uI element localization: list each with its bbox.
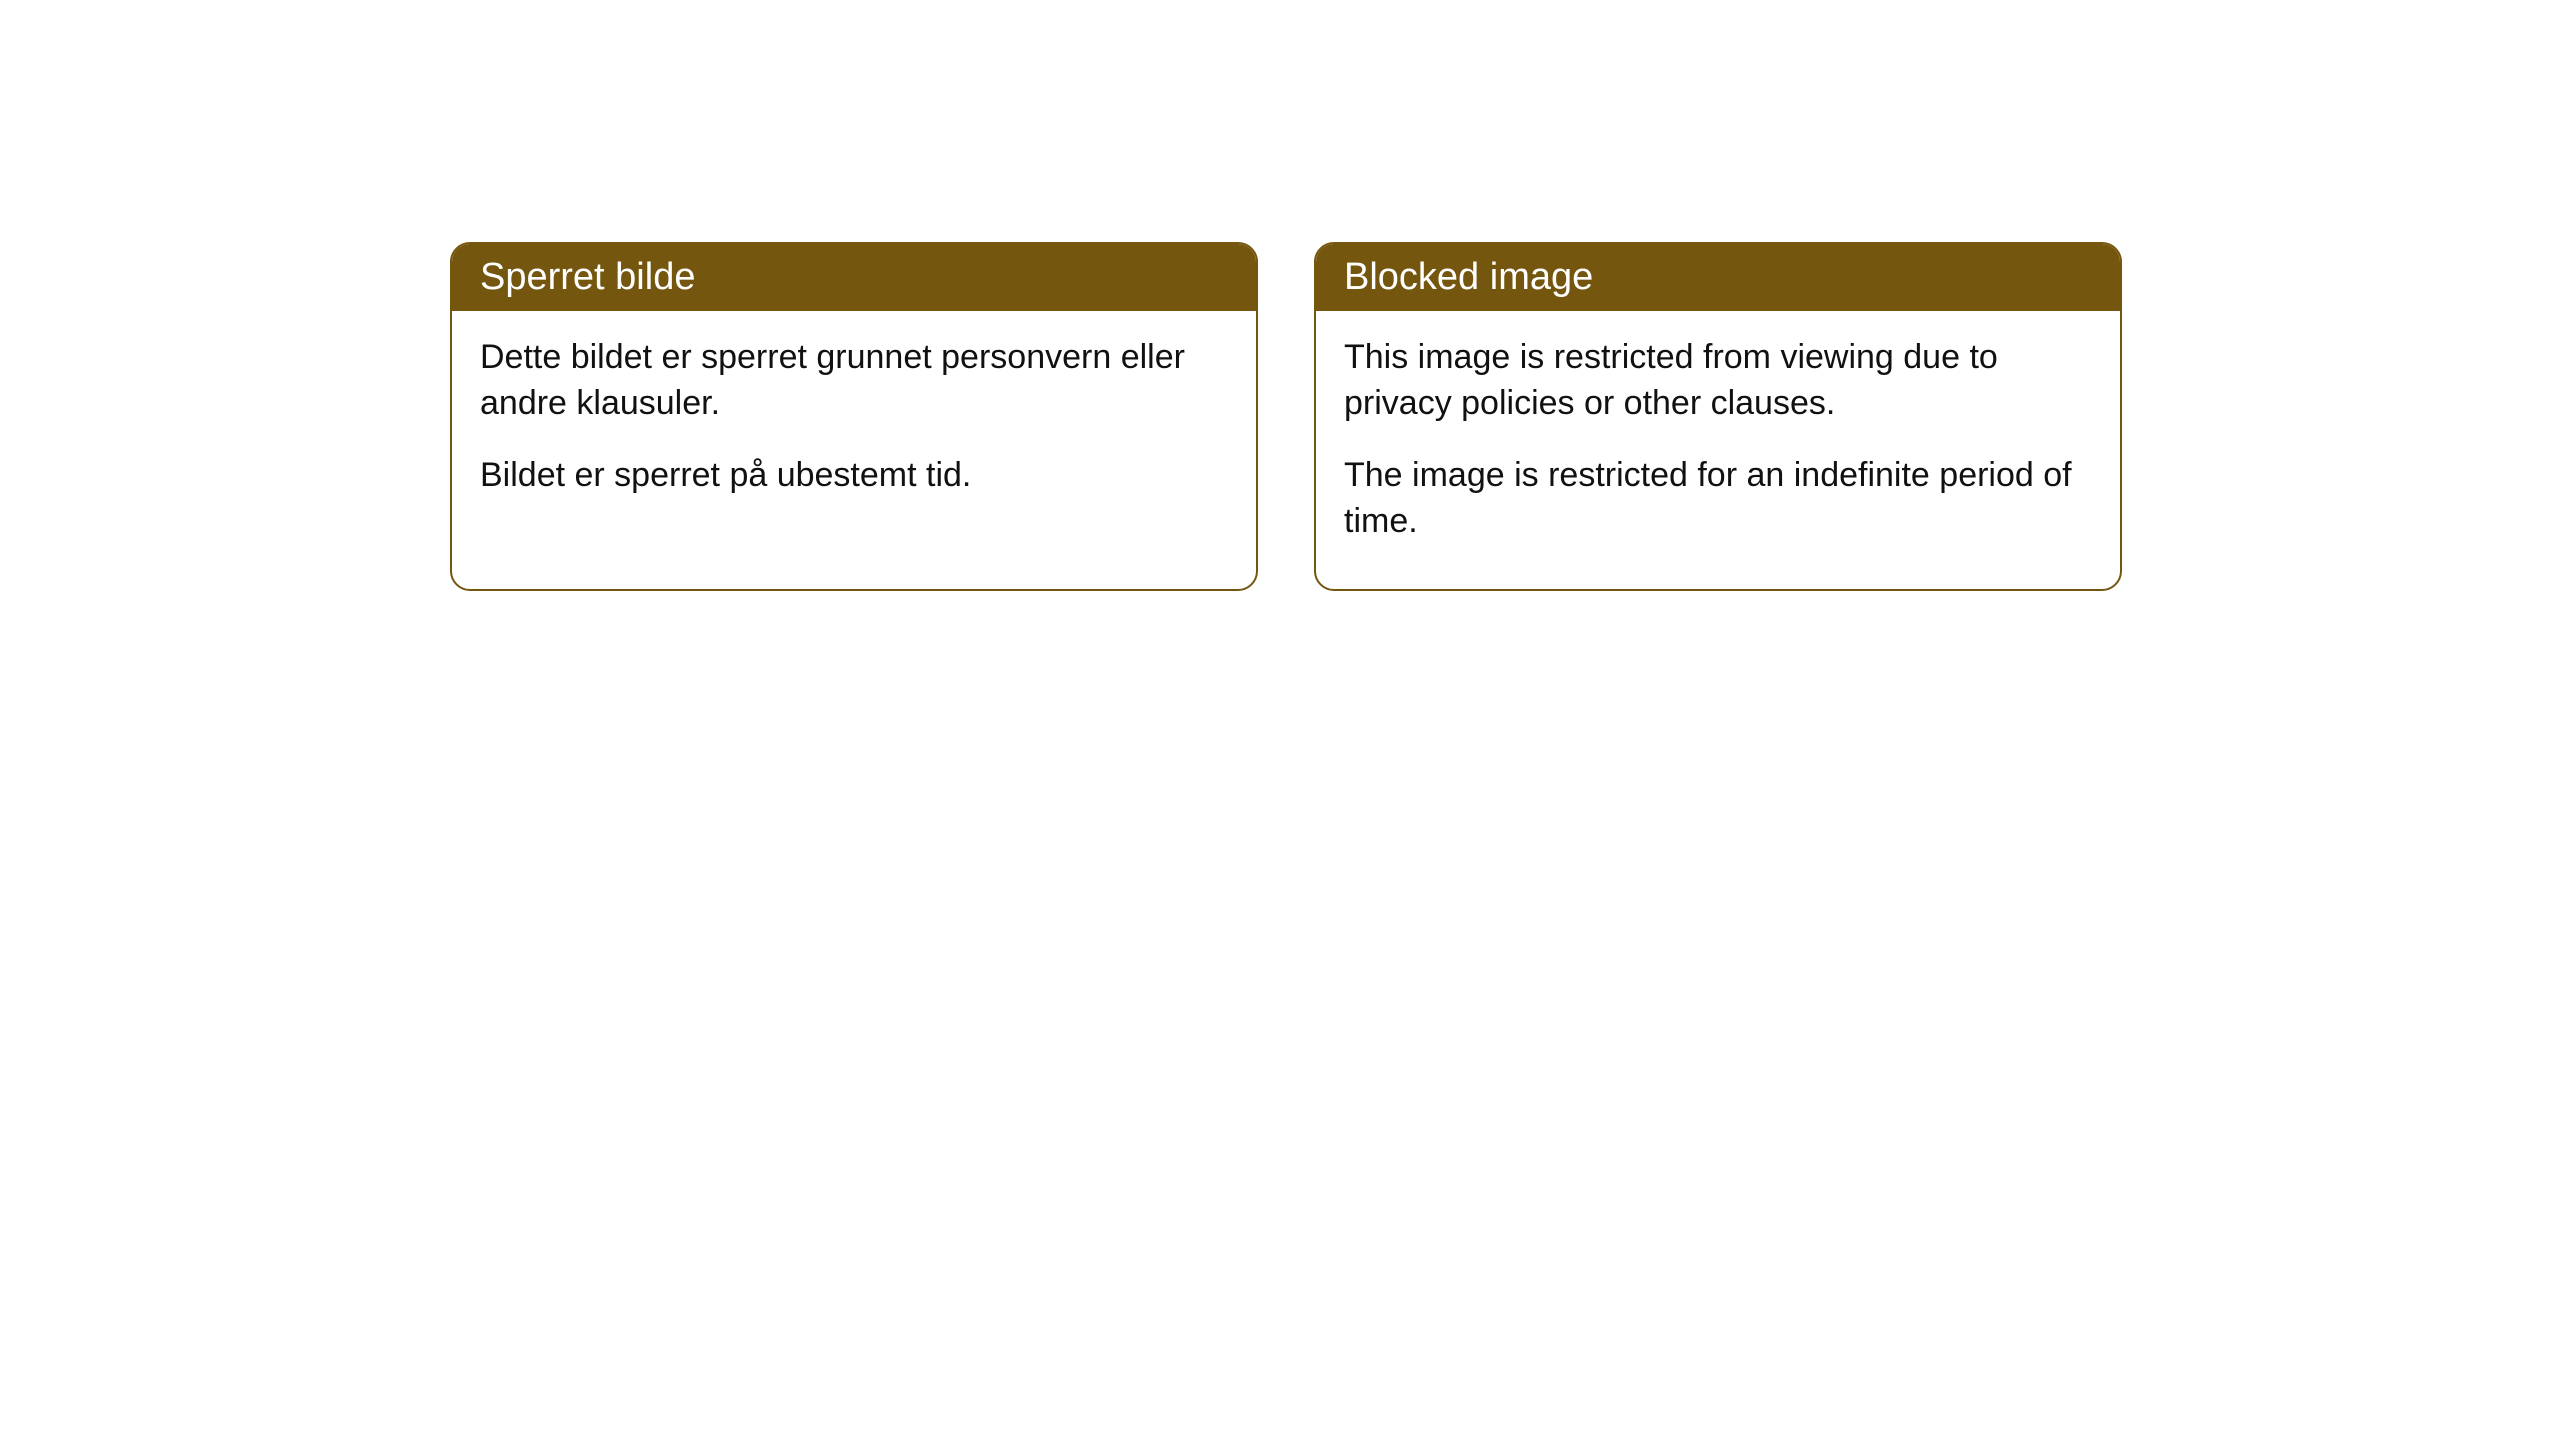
notice-card-body: Dette bildet er sperret grunnet personve… xyxy=(452,311,1256,543)
notice-card-body: This image is restricted from viewing du… xyxy=(1316,311,2120,589)
notice-cards-container: Sperret bilde Dette bildet er sperret gr… xyxy=(450,242,2122,591)
notice-card-norwegian: Sperret bilde Dette bildet er sperret gr… xyxy=(450,242,1258,591)
notice-card-title: Blocked image xyxy=(1316,244,2120,311)
notice-card-english: Blocked image This image is restricted f… xyxy=(1314,242,2122,591)
notice-card-paragraph: The image is restricted for an indefinit… xyxy=(1344,453,2092,545)
notice-card-paragraph: Bildet er sperret på ubestemt tid. xyxy=(480,453,1228,499)
notice-card-paragraph: This image is restricted from viewing du… xyxy=(1344,335,2092,427)
notice-card-title: Sperret bilde xyxy=(452,244,1256,311)
notice-card-paragraph: Dette bildet er sperret grunnet personve… xyxy=(480,335,1228,427)
